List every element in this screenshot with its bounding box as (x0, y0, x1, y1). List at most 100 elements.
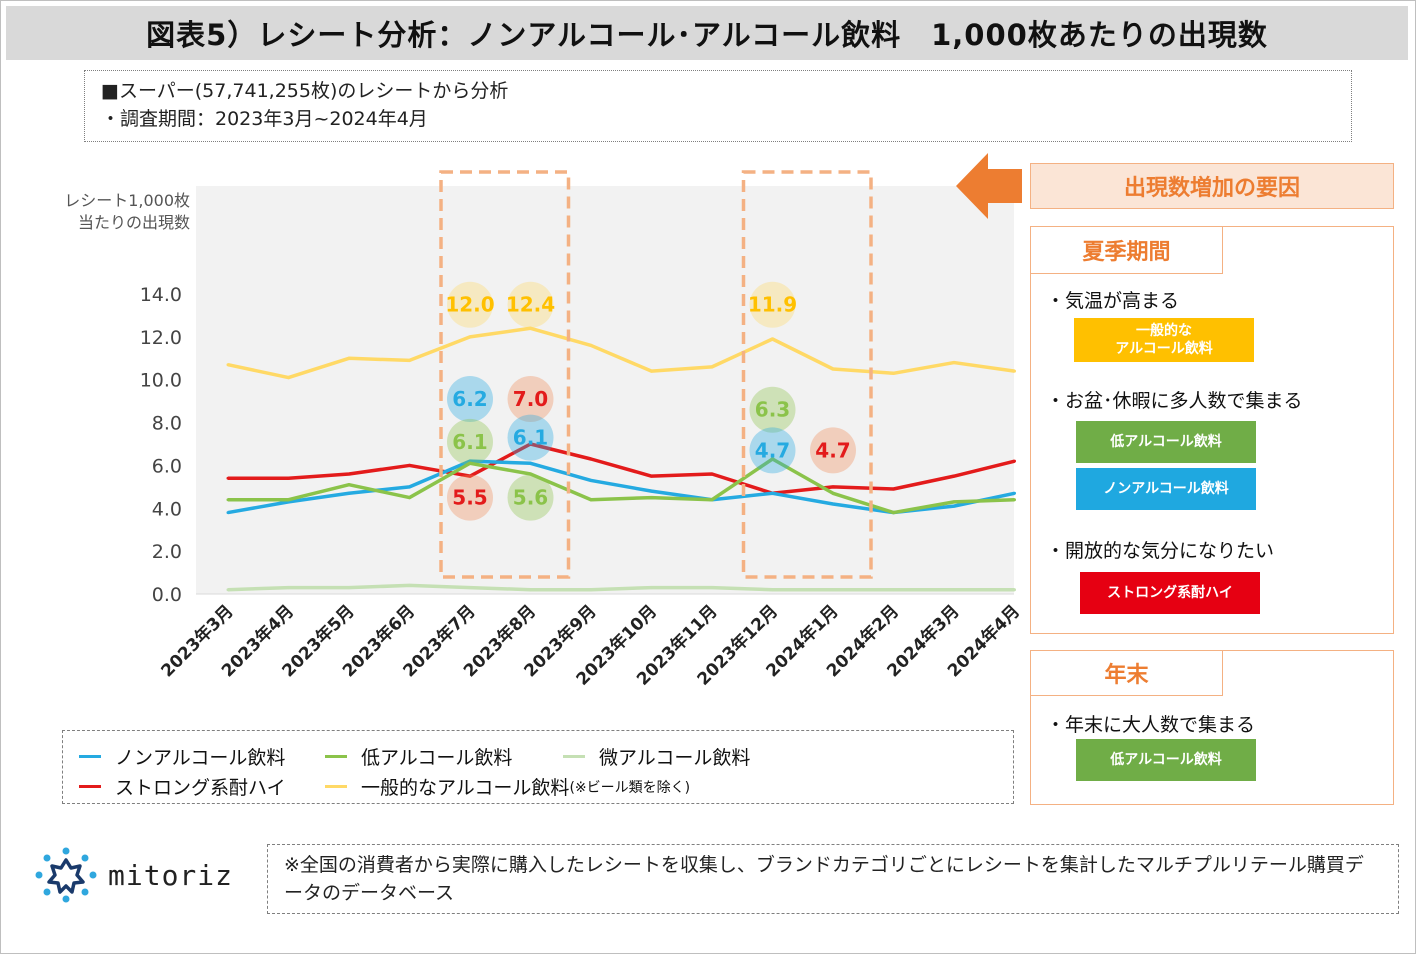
data-label: 6.3 (755, 398, 790, 422)
data-point (529, 461, 532, 465)
data-point (226, 498, 230, 502)
data-point (1013, 498, 1016, 502)
data-point (287, 586, 290, 590)
data-point (589, 343, 593, 347)
data-point (1013, 588, 1016, 592)
data-point (1013, 459, 1016, 463)
data-point (952, 500, 956, 504)
y-tick-label: 0.0 (152, 584, 182, 606)
data-point (892, 588, 895, 592)
data-point (831, 588, 835, 592)
data-point (468, 474, 472, 478)
data-point (710, 586, 714, 590)
data-point (408, 485, 411, 489)
data-label: 6.1 (452, 430, 487, 454)
data-point (408, 358, 411, 362)
data-point (650, 474, 653, 478)
data-point (468, 461, 472, 465)
data-point (710, 365, 714, 369)
mitoriz-logo: mitoriz (34, 846, 233, 904)
y-tick-label: 14.0 (140, 284, 182, 306)
arrow-left-icon (956, 153, 1022, 219)
legend-swatch (325, 785, 347, 788)
legend-item-general-alcohol: 一般的なアルコール飲料 (※ビール類を除く) (325, 773, 690, 800)
y-tick-label: 8.0 (152, 413, 182, 435)
info-line-source: ■スーパー(57,741,255枚)のレシートから分析 (101, 80, 509, 102)
legend-label: 低アルコール飲料 (361, 747, 513, 769)
data-point (347, 586, 351, 590)
data-point (589, 588, 593, 592)
legend-note: (※ビール類を除く) (569, 779, 691, 796)
data-point (468, 586, 472, 590)
data-label-bubble (447, 418, 493, 465)
tag-general-alcohol-line1: 一般的な (1136, 323, 1192, 339)
data-point (226, 511, 230, 515)
data-point (287, 376, 290, 380)
tag-low-alcohol-summer: 低アルコール飲料 (1076, 421, 1256, 463)
data-point (710, 472, 714, 476)
data-label: 11.9 (748, 293, 797, 317)
data-point (347, 472, 351, 476)
data-point (952, 474, 956, 478)
data-point (892, 487, 895, 491)
data-point (589, 498, 593, 502)
data-point (892, 511, 895, 515)
yearend-reason-gathering: ・年末に大人数で集まる (1046, 714, 1256, 736)
data-point (831, 485, 835, 489)
y-axis-title-line2: 当たりの出現数 (78, 213, 190, 232)
data-point (226, 476, 230, 480)
data-point (892, 371, 895, 375)
data-label: 6.1 (513, 426, 548, 450)
data-label: 5.5 (452, 486, 487, 510)
plot-area (196, 186, 1014, 594)
legend-label: ストロング系酎ハイ (115, 777, 286, 799)
tag-general-alcohol-line2: アルコール飲料 (1115, 341, 1213, 357)
summer-reason-mood: ・開放的な気分になりたい (1046, 540, 1275, 562)
data-point (226, 363, 230, 367)
info-box: ■スーパー(57,741,255枚)のレシートから分析 ・調査期間：2023年3… (84, 70, 1352, 142)
data-label: 5.6 (513, 486, 548, 510)
legend-swatch (325, 755, 347, 758)
legend-item-non-alcohol: ノンアルコール飲料 (79, 743, 285, 770)
yearend-title: 年末 (1031, 651, 1223, 696)
data-point (1013, 369, 1016, 373)
y-tick-label: 2.0 (152, 541, 182, 563)
summer-title: 夏季期間 (1031, 227, 1223, 274)
highlight-box (439, 170, 571, 579)
data-label-bubble (810, 427, 856, 474)
data-label-bubble (749, 386, 796, 433)
data-point (771, 337, 774, 341)
data-label-bubbles (447, 281, 856, 521)
y-tick-label: 12.0 (140, 327, 182, 349)
data-point (1013, 491, 1016, 495)
factors-header: 出現数増加の要因 (1030, 163, 1394, 209)
data-point (771, 491, 774, 495)
data-point (831, 367, 835, 371)
data-label-bubble (447, 474, 493, 521)
data-point (226, 588, 230, 592)
data-point (710, 498, 714, 502)
y-axis-title: レシート1,000枚 当たりの出現数 (64, 191, 190, 232)
series-lines (226, 326, 1016, 592)
y-axis-ticks: 0.0 2.0 4.0 6.0 8.0 10.0 12.0 14.0 (140, 284, 182, 606)
x-axis-ticks: 2023年3月2023年4月2023年5月2023年6月2023年7月2023年… (157, 601, 1024, 690)
data-point (468, 335, 472, 339)
data-label-bubble (507, 376, 554, 422)
data-point (650, 369, 653, 373)
legend-swatch (79, 785, 101, 788)
data-point (771, 457, 774, 461)
data-point (952, 588, 956, 592)
legend-item-low-alcohol: 低アルコール飲料 (325, 743, 512, 770)
data-point (408, 463, 411, 467)
footnote: ※全国の消費者から実際に購入したレシートを収集し、ブランドカテゴリごとにレシート… (267, 844, 1399, 914)
legend-label: ノンアルコール飲料 (115, 747, 286, 769)
data-label: 12.4 (506, 293, 555, 317)
data-point (529, 588, 532, 592)
data-labels: 12.0 12.4 11.9 6.2 6.1 5.5 7.0 6.1 5.6 6.3 4.7 4.7 (445, 293, 850, 510)
series-line (228, 442, 1015, 496)
data-point (831, 502, 835, 506)
data-label: 4.7 (815, 438, 850, 462)
figure-title: 図表5）レシート分析：ノンアルコール･アルコール飲料 1,000枚あたりの出現数 (6, 6, 1408, 60)
data-label-bubble (447, 281, 493, 328)
